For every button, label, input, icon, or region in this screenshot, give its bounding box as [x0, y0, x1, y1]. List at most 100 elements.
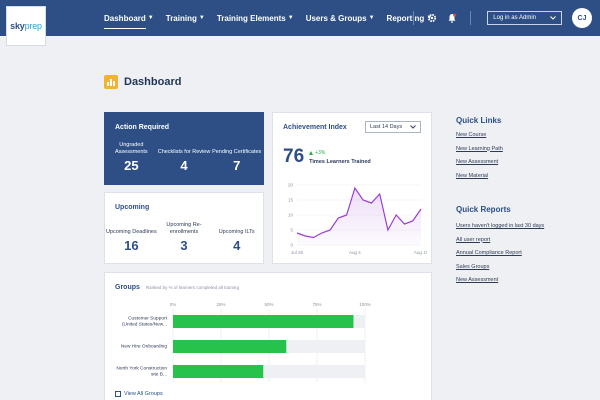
- chevron-down-icon: ▼: [426, 15, 433, 21]
- logo-text-a: sky: [10, 21, 25, 31]
- page-title: Dashboard: [124, 76, 182, 88]
- ungraded-assessments-metric[interactable]: Ungraded Assessments 25: [105, 142, 158, 173]
- y-tick-label: 10: [288, 213, 294, 218]
- login-as-label: Log in as Admin: [493, 15, 536, 21]
- chevron-down-icon: ▼: [147, 15, 154, 21]
- user-avatar[interactable]: CJ: [572, 8, 592, 28]
- chevron-down-icon: [550, 16, 556, 20]
- x-tick-label: 0%: [170, 302, 177, 307]
- change-indicator: +3%: [309, 150, 371, 156]
- nav-reporting[interactable]: Reporting ▼: [387, 0, 433, 36]
- upcoming-deadlines-metric[interactable]: Upcoming Deadlines 16: [105, 222, 158, 253]
- groups-card: Groups Ranked by % of learners completed…: [104, 272, 432, 400]
- upcoming-ilts-metric[interactable]: Upcoming ILTs 4: [210, 222, 263, 253]
- y-tick-label: 0: [290, 243, 293, 248]
- y-tick-label: 20: [288, 183, 294, 188]
- nav-training[interactable]: Training ▼: [166, 0, 205, 36]
- metric-label: Ungraded Assessments: [114, 142, 148, 155]
- metric-label: Pending Certificates: [212, 149, 262, 155]
- change-value: +3%: [315, 149, 326, 156]
- date-range-select[interactable]: Last 14 Days: [365, 121, 421, 133]
- quick-link-new-course[interactable]: New Course: [456, 132, 487, 138]
- nav-divider: [413, 11, 415, 25]
- x-tick-label: Aug 4: [349, 250, 361, 255]
- report-inactive-users[interactable]: Users haven't logged in last 30 days: [456, 223, 545, 229]
- quick-reports-list: Users haven't logged in last 30 days All…: [456, 223, 544, 291]
- quick-link-new-assessment[interactable]: New Assessment: [456, 159, 499, 166]
- bar: [173, 365, 264, 378]
- category-label: New Hire Onboarding: [121, 344, 167, 350]
- date-range-value: Last 14 Days: [370, 124, 403, 130]
- x-tick-label: 100%: [359, 302, 371, 307]
- achievement-index-card: Achievement Index Last 14 Days 76 +3% Ti…: [272, 112, 432, 264]
- nav-training-elements[interactable]: Training Elements ▼: [217, 0, 294, 36]
- report-sales-groups[interactable]: Sales Groups: [456, 263, 490, 270]
- nav-users-groups[interactable]: Users & Groups ▼: [306, 0, 375, 36]
- metric-value: 16: [124, 238, 139, 253]
- groups-bar-chart: 0% 25% 50% 75% 100% Customer Support (United S…: [116, 302, 371, 383]
- achievement-line-chart: 0 5 10 15 20 Jul 26 Aug 4 Aug 10: [288, 183, 427, 256]
- page-header: Dashboard: [104, 75, 181, 89]
- action-required-title: Action Required: [115, 124, 170, 131]
- view-all-label: View All Groups: [124, 391, 163, 397]
- gear-icon[interactable]: [426, 12, 438, 24]
- groups-subtitle: Ranked by % of learners completed all tr…: [145, 285, 239, 290]
- logo-text-b: prep: [24, 21, 42, 31]
- groups-title: Groups: [115, 284, 140, 291]
- y-tick-label: 5: [290, 228, 293, 233]
- bell-icon[interactable]: [446, 12, 458, 24]
- trend-up-icon: [309, 150, 314, 155]
- y-tick-label: 15: [288, 198, 294, 203]
- metric-value: 7: [233, 158, 241, 173]
- chevron-down-icon: ▼: [287, 15, 294, 21]
- metric-label: Upcoming Deadlines: [105, 229, 157, 235]
- dashboard-chart-icon: [104, 75, 118, 89]
- nav-training-label: Training: [165, 13, 197, 23]
- chevron-down-icon: [410, 125, 416, 129]
- category-label: North York Construction site B...: [116, 366, 167, 378]
- metric-label: Upcoming Re-enrollments: [166, 222, 202, 235]
- series-area: [297, 188, 421, 245]
- nav-users-groups-label: Users & Groups: [305, 13, 367, 23]
- top-navbar: [0, 0, 600, 36]
- quick-links-list: New Course New Learning Path New Assessm…: [456, 132, 503, 186]
- metric-label: Checklists for Review: [157, 149, 211, 155]
- x-tick-label: 25%: [216, 302, 225, 307]
- pending-certificates-metric[interactable]: Pending Certificates 7: [210, 142, 263, 173]
- skyprep-logo[interactable]: skyprep: [6, 6, 46, 46]
- metric-value: 3: [180, 238, 188, 253]
- checklists-review-metric[interactable]: Checklists for Review 4: [158, 142, 211, 173]
- metric-label: Upcoming ILTs: [218, 229, 255, 235]
- bar: [173, 315, 354, 328]
- metric-value: 4: [233, 238, 241, 253]
- metric-value: 4: [180, 158, 188, 173]
- nav-divider: [470, 11, 472, 25]
- x-tick-label: Aug 10: [414, 250, 427, 255]
- nav-dashboard-label: Dashboard: [104, 13, 146, 23]
- x-tick-label: 50%: [264, 302, 273, 307]
- achievement-title: Achievement Index: [283, 124, 347, 131]
- x-tick-label: Jul 26: [291, 250, 304, 255]
- chevron-down-icon: ▼: [198, 15, 205, 21]
- quick-link-new-learning-path[interactable]: New Learning Path: [456, 145, 503, 152]
- upcoming-card: Upcoming Upcoming Deadlines 16 Upcoming …: [104, 192, 264, 264]
- achievement-description: Times Learners Trained: [309, 158, 371, 165]
- report-all-users[interactable]: All user report: [456, 236, 491, 243]
- chevron-down-icon: ▼: [368, 15, 375, 21]
- main-nav: Dashboard ▼ Training ▼ Training Elements ▼ …: [104, 0, 432, 36]
- report-new-assessment[interactable]: New Assessment: [456, 277, 499, 284]
- achievement-value: 76: [283, 146, 305, 167]
- nav-dashboard[interactable]: Dashboard ▼: [104, 0, 154, 36]
- nav-reporting-label: Reporting: [386, 13, 425, 23]
- x-tick-label: 75%: [312, 302, 321, 307]
- report-annual-compliance[interactable]: Annual Compliance Report: [456, 250, 522, 257]
- bar: [173, 340, 287, 353]
- quick-links-title: Quick Links: [456, 116, 502, 125]
- upcoming-title: Upcoming: [115, 204, 150, 211]
- view-all-groups-link[interactable]: View All Groups: [115, 391, 163, 397]
- upcoming-reenrollments-metric[interactable]: Upcoming Re-enrollments 3: [158, 222, 211, 253]
- expand-icon: [115, 391, 121, 397]
- series-line: [296, 186, 422, 239]
- quick-link-new-material[interactable]: New Material: [456, 172, 489, 179]
- login-as-dropdown[interactable]: Log in as Admin: [487, 11, 562, 25]
